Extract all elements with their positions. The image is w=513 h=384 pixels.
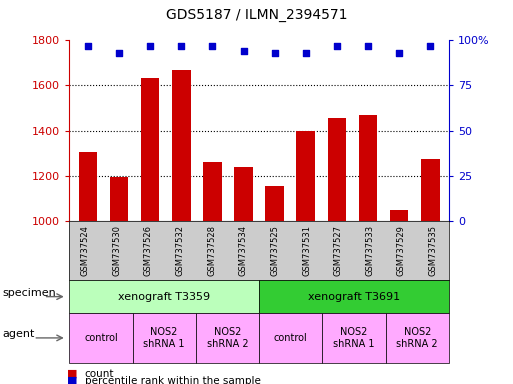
Point: [84, 43, 92, 49]
Bar: [390, 210, 408, 384]
Text: GSM737534: GSM737534: [239, 225, 248, 276]
Bar: [141, 78, 160, 384]
Text: GSM737535: GSM737535: [428, 225, 438, 276]
Bar: [172, 70, 191, 384]
Text: GSM737525: GSM737525: [270, 225, 280, 276]
Point: [177, 43, 185, 49]
Text: GDS5187 / ILMN_2394571: GDS5187 / ILMN_2394571: [166, 8, 347, 22]
Text: NOS2
shRNA 2: NOS2 shRNA 2: [397, 327, 438, 349]
Text: GSM737528: GSM737528: [207, 225, 216, 276]
Text: GSM737527: GSM737527: [333, 225, 343, 276]
Bar: [359, 115, 377, 384]
Text: NOS2
shRNA 2: NOS2 shRNA 2: [207, 327, 248, 349]
Bar: [265, 186, 284, 384]
Point: [146, 43, 154, 49]
Text: GSM737524: GSM737524: [81, 225, 90, 276]
Point: [302, 50, 310, 56]
Text: xenograft T3359: xenograft T3359: [118, 291, 210, 302]
Text: xenograft T3691: xenograft T3691: [308, 291, 400, 302]
Point: [270, 50, 279, 56]
Point: [208, 43, 216, 49]
Text: control: control: [274, 333, 308, 343]
Text: control: control: [84, 333, 118, 343]
Bar: [297, 131, 315, 384]
Text: agent: agent: [3, 329, 35, 339]
Text: GSM737533: GSM737533: [365, 225, 374, 276]
Point: [426, 43, 435, 49]
Bar: [78, 152, 97, 384]
Bar: [327, 118, 346, 384]
Text: GSM737526: GSM737526: [144, 225, 153, 276]
Text: NOS2
shRNA 1: NOS2 shRNA 1: [333, 327, 374, 349]
Text: NOS2
shRNA 1: NOS2 shRNA 1: [144, 327, 185, 349]
Text: GSM737529: GSM737529: [397, 225, 406, 276]
Point: [115, 50, 123, 56]
Text: count: count: [85, 369, 114, 379]
Text: percentile rank within the sample: percentile rank within the sample: [85, 376, 261, 384]
Text: GSM737530: GSM737530: [112, 225, 121, 276]
Bar: [110, 177, 128, 384]
Bar: [421, 159, 440, 384]
Point: [364, 43, 372, 49]
Text: ■: ■: [67, 376, 77, 384]
Bar: [203, 162, 222, 384]
Point: [240, 48, 248, 54]
Point: [333, 43, 341, 49]
Point: [395, 50, 403, 56]
Text: ■: ■: [67, 369, 77, 379]
Bar: [234, 167, 253, 384]
Text: GSM737531: GSM737531: [302, 225, 311, 276]
Text: GSM737532: GSM737532: [175, 225, 185, 276]
Text: specimen: specimen: [3, 288, 56, 298]
